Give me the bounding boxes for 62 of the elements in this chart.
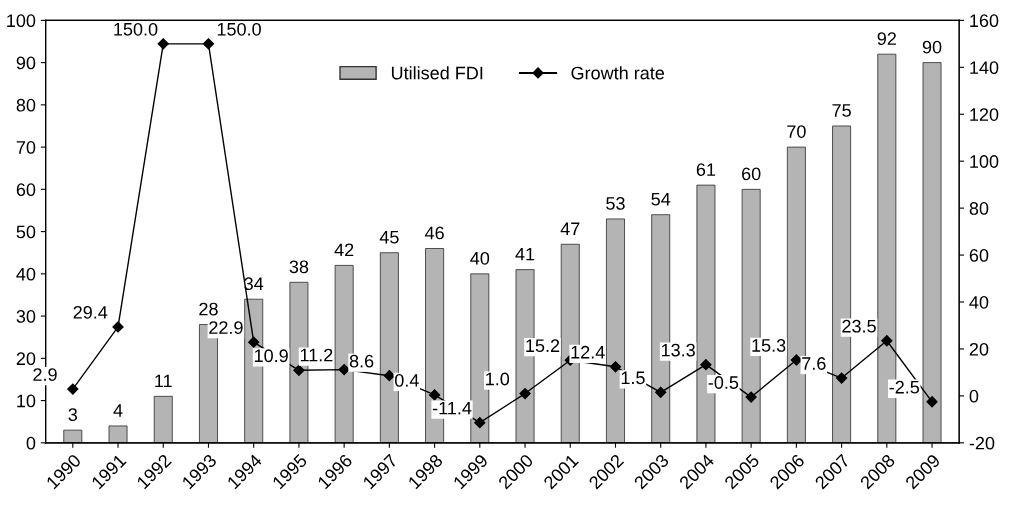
y-tick-label: 70 (16, 141, 36, 154)
data-label: 40 (470, 251, 490, 265)
data-label: 8.6 (349, 354, 374, 368)
data-label: 61 (696, 163, 716, 176)
y2-tick-label: 40 (969, 295, 989, 309)
data-label: 45 (379, 230, 399, 244)
data-label: 28 (199, 302, 218, 316)
data-label: -0.5 (708, 376, 739, 389)
data-label: 2.9 (33, 368, 57, 381)
data-label: 1.0 (486, 372, 510, 386)
data-label: 54 (651, 192, 671, 206)
data-label: 0.4 (394, 374, 419, 387)
data-label: 150.0 (217, 22, 261, 36)
y2-tick-label: 160 (970, 14, 999, 28)
data-label: 11 (155, 374, 172, 388)
data-label: 60 (742, 167, 761, 181)
y-tick-label: 50 (16, 225, 36, 239)
y-tick-label: 40 (16, 267, 36, 281)
data-label: 7.6 (802, 357, 826, 370)
data-label: 29.4 (73, 305, 108, 319)
data-label: 4 (113, 404, 123, 417)
y-tick-label: 100 (7, 14, 36, 28)
data-label: 23.5 (842, 319, 876, 333)
y2-tick-label: 120 (970, 108, 999, 121)
data-label: 1.5 (621, 371, 645, 385)
data-label: 53 (606, 197, 625, 210)
y-tick-label: 90 (16, 56, 36, 70)
data-label: -11.4 (432, 401, 472, 415)
legend-label: Utilised FDI (391, 66, 483, 80)
y-tick-label: 10 (17, 394, 36, 408)
data-label: 46 (424, 226, 444, 240)
data-label: -2.5 (889, 380, 920, 394)
y-tick-label: 30 (16, 310, 36, 323)
y2-tick-label: 100 (970, 155, 999, 168)
data-label: 92 (877, 32, 896, 46)
data-label: 3 (68, 408, 78, 422)
data-label: 15.2 (526, 339, 560, 353)
y-tick-label: 60 (16, 183, 36, 197)
data-label: 150.0 (114, 22, 158, 36)
data-label: 22.9 (209, 321, 243, 334)
y-tick-label: 80 (16, 98, 36, 112)
y2-tick-label: 0 (969, 389, 979, 403)
y2-tick-label: -20 (969, 436, 995, 450)
data-label: 15.3 (752, 339, 786, 352)
y2-tick-label: 60 (969, 249, 989, 262)
y2-tick-label: 140 (970, 61, 999, 75)
data-label: 11.2 (300, 348, 333, 362)
data-label: 70 (787, 125, 806, 138)
y-tick-label: 0 (26, 436, 36, 450)
data-label: 75 (832, 104, 851, 117)
y2-tick-label: 80 (969, 202, 989, 215)
data-label: 12.4 (571, 345, 605, 359)
data-label: 13.3 (661, 343, 695, 357)
data-label: 42 (334, 243, 354, 257)
data-label: 90 (922, 40, 942, 54)
data-label: 10.9 (254, 349, 288, 363)
data-label: 47 (560, 222, 580, 235)
legend-label: Growth rate (571, 66, 665, 80)
y-tick-label: 20 (16, 352, 36, 366)
data-label: 38 (289, 260, 309, 274)
y2-tick-label: 20 (969, 342, 989, 356)
data-label: 41 (515, 247, 535, 261)
